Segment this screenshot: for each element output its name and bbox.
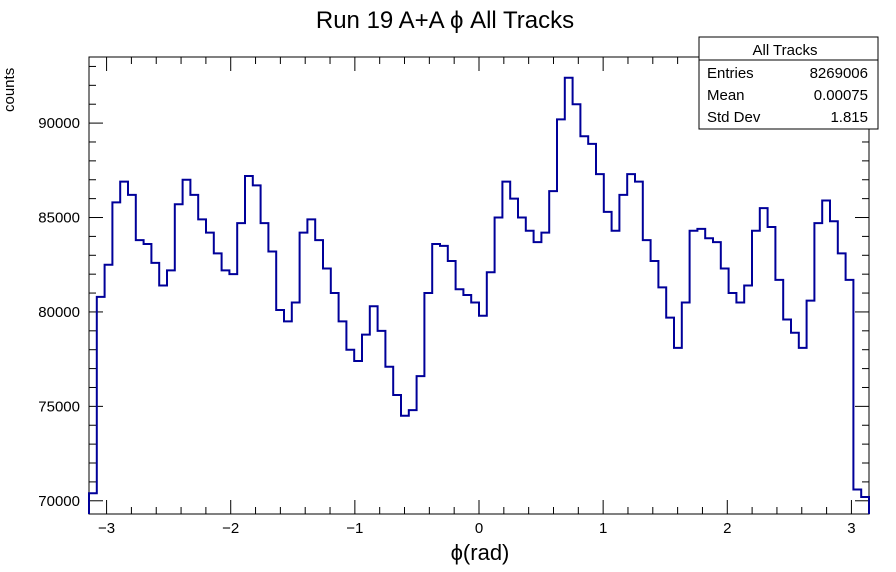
x-tick-label: 2 bbox=[723, 520, 731, 537]
y-tick-label: 70000 bbox=[38, 493, 80, 510]
y-axis-label: counts bbox=[1, 68, 18, 112]
stats-mean-value: 0.00075 bbox=[814, 87, 868, 104]
y-tick-label: 90000 bbox=[38, 115, 80, 132]
x-tick-label: 0 bbox=[475, 520, 483, 537]
x-tick-label: 1 bbox=[599, 520, 607, 537]
stats-box-title: All Tracks bbox=[752, 42, 817, 59]
x-tick-label: −1 bbox=[346, 520, 363, 537]
y-tick-label: 75000 bbox=[38, 398, 80, 415]
x-tick-label: 3 bbox=[847, 520, 855, 537]
x-axis-tick-labels: −3 −2 −1 0 1 2 3 bbox=[98, 520, 856, 537]
y-tick-label: 80000 bbox=[38, 304, 80, 321]
chart-title: Run 19 A+A ϕ All Tracks bbox=[316, 7, 574, 34]
stats-entries-label: Entries bbox=[707, 65, 754, 82]
x-axis-label: ϕ(rad) bbox=[451, 540, 510, 565]
stats-stddev-label: Std Dev bbox=[707, 109, 761, 126]
histogram-bins bbox=[89, 78, 869, 497]
x-axis-ticks bbox=[106, 57, 852, 514]
stats-box: All Tracks Entries 8269006 Mean 0.00075 … bbox=[698, 36, 879, 130]
stats-entries-value: 8269006 bbox=[810, 65, 868, 82]
y-tick-label: 85000 bbox=[38, 210, 80, 227]
y-axis-tick-labels: 70000 75000 80000 85000 90000 bbox=[38, 115, 80, 510]
stats-box-frame bbox=[698, 36, 879, 130]
x-tick-label: −2 bbox=[222, 520, 239, 537]
stats-stddev-value: 1.815 bbox=[830, 109, 868, 126]
histogram-line bbox=[88, 76, 870, 514]
x-tick-label: −3 bbox=[98, 520, 115, 537]
stats-mean-label: Mean bbox=[707, 87, 745, 104]
